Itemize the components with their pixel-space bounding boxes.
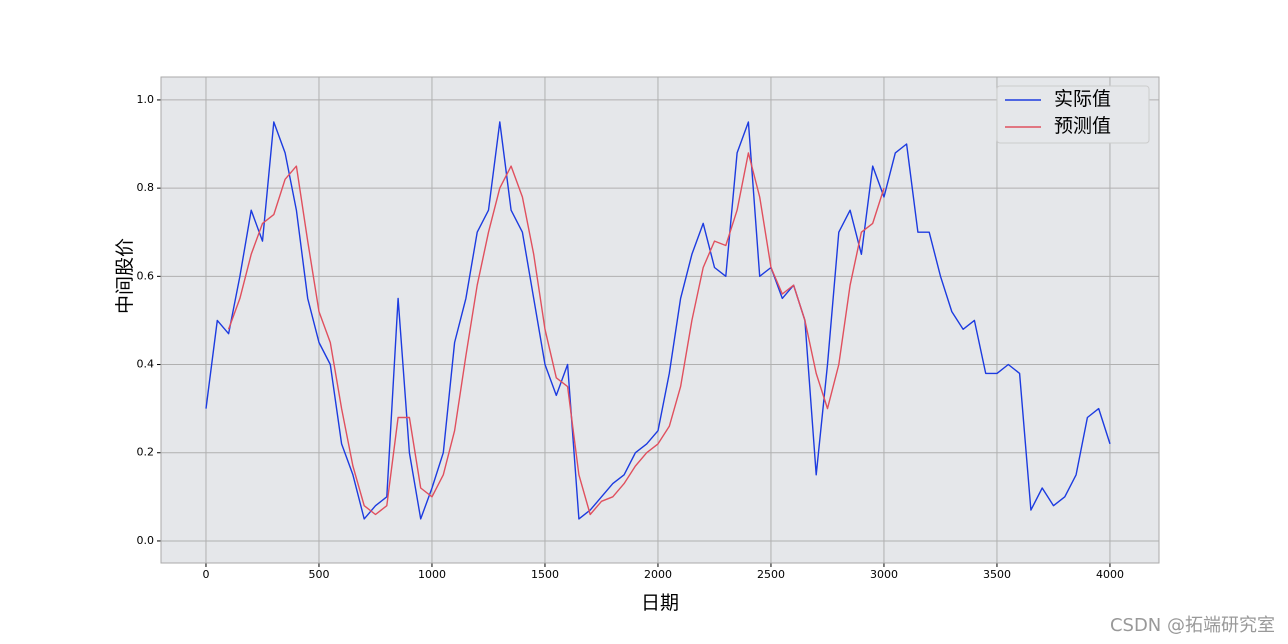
plot-frame [160,76,1160,564]
legend-label: 实际值 [1054,88,1111,110]
y-axis-label: 中间股价 [114,238,136,314]
x-tick-label: 0 [202,568,209,581]
line-series [227,152,885,516]
plot-area [161,77,1159,563]
watermark: CSDN @拓端研究室 [1110,615,1275,636]
x-axis-label: 日期 [641,592,679,614]
x-tick-label: 3000 [870,568,898,581]
x-tick-label: 500 [308,568,329,581]
x-tick-label: 2500 [757,568,785,581]
y-tick-label: 0.4 [137,358,155,371]
y-tick-label: 0.0 [137,534,155,547]
x-tick-label: 1000 [418,568,446,581]
x-tick-label: 1500 [531,568,559,581]
x-tick-label: 3500 [983,568,1011,581]
x-tick-label: 4000 [1096,568,1124,581]
y-tick-label: 0.8 [137,181,155,194]
x-tick-label: 2000 [644,568,672,581]
y-tick-label: 1.0 [137,93,155,106]
line-series [205,121,1111,520]
legend-label: 预测值 [1054,115,1111,137]
y-tick-label: 0.6 [137,269,155,282]
y-tick-label: 0.2 [137,446,155,459]
